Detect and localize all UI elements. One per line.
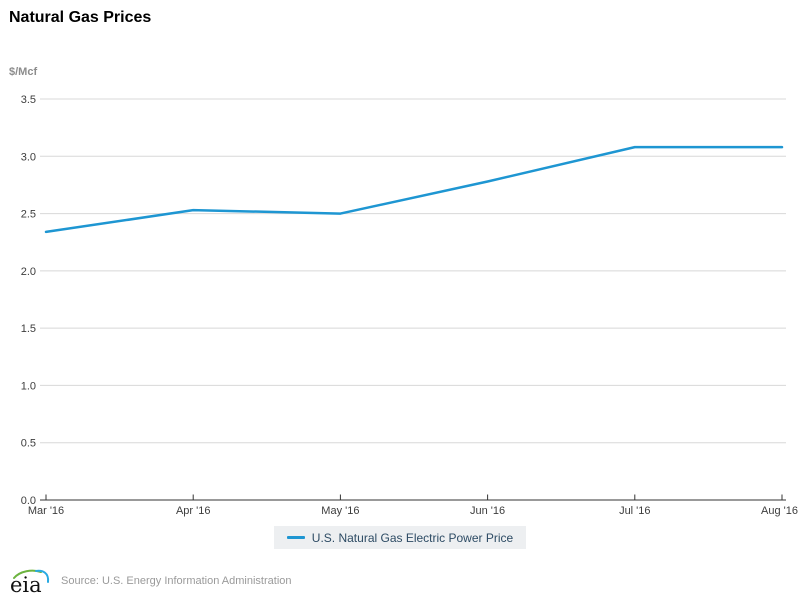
legend: U.S. Natural Gas Electric Power Price <box>0 526 800 549</box>
y-tick-label: 3.5 <box>21 94 36 106</box>
x-tick-label: Apr '16 <box>176 505 211 517</box>
eia-logo: eia <box>10 569 50 597</box>
chart-title: Natural Gas Prices <box>9 9 152 26</box>
y-tick-label: 1.0 <box>21 380 36 392</box>
source-text: Source: U.S. Energy Information Administ… <box>61 575 292 587</box>
y-tick-label: 1.5 <box>21 323 36 335</box>
y-tick-label: 2.0 <box>21 266 36 278</box>
x-tick-label: Mar '16 <box>28 505 64 517</box>
x-tick-label: Aug '16 <box>761 505 798 517</box>
footer: eia Source: U.S. Energy Information Admi… <box>8 565 292 597</box>
eia-logo-blue-swoosh <box>35 569 50 583</box>
series-line <box>44 145 784 234</box>
x-tick-label: Jul '16 <box>619 505 650 517</box>
y-axis-unit-label: $/Mcf <box>9 66 38 78</box>
y-tick-label: 0.5 <box>21 438 36 450</box>
legend-line-swatch <box>286 536 305 539</box>
price-line-chart: 0.0 0.5 1.0 1.5 2.0 2.5 3.0 3.5 Mar '16 Apr '16 Ma… <box>21 94 798 517</box>
eia-logo-text: eia <box>10 573 42 597</box>
legend-item-electric-power-price[interactable]: U.S. Natural Gas Electric Power Price <box>273 526 527 549</box>
y-tick-label: 3.0 <box>21 151 36 163</box>
y-tick-label: 2.5 <box>21 209 36 221</box>
y-tick-label: 0.0 <box>21 495 36 507</box>
x-tick-label: May '16 <box>321 505 359 517</box>
x-tick-label: Jun '16 <box>470 505 505 517</box>
legend-label: U.S. Natural Gas Electric Power Price <box>311 530 514 545</box>
